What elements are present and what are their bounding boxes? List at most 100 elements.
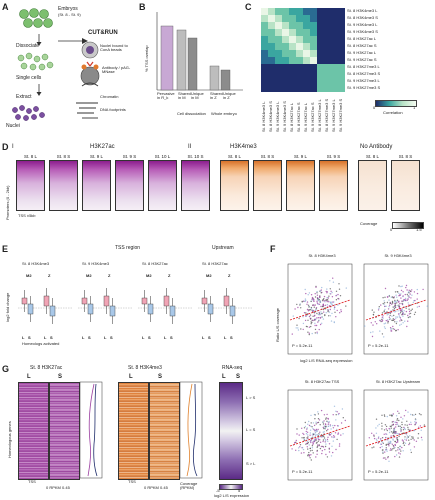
g-heat-27ac-l	[18, 382, 49, 480]
c-col-label: St. 8 H3K27ac S	[296, 102, 301, 132]
g-rna-scale-label: log2 L/S expression	[214, 493, 250, 498]
e-box	[147, 303, 154, 315]
nuclei-label: Nuclei	[6, 123, 20, 129]
e-group-title: St. 9 H3K4me3	[82, 261, 110, 266]
e-box	[163, 295, 170, 307]
corr-cell	[282, 15, 289, 22]
corr-cell	[324, 85, 331, 92]
c-col-label: St. 8 H3K27ac L	[289, 102, 294, 132]
g-l1: L	[27, 374, 31, 380]
e-mz-label: M2	[26, 273, 32, 278]
g-rpkm-left: 0 RPKM 0.45	[46, 485, 70, 490]
f-fit-line	[365, 299, 427, 321]
d-heatmap	[115, 160, 144, 211]
e-group-title: St. 8 H3K27ac	[202, 261, 228, 266]
corr-cell	[261, 22, 268, 29]
c-col-label: St. 9 H3K4me3 S	[282, 101, 287, 132]
d-heatmap-label: St. 8 S	[56, 154, 71, 159]
e-mz-label: Z	[168, 273, 171, 278]
g-s-gt-l: S > L	[246, 461, 256, 466]
d-heatmap	[82, 160, 111, 211]
e-ls-label: S	[208, 335, 211, 340]
d-heatmap	[391, 160, 420, 211]
panel-c-letter: C	[245, 2, 252, 12]
corr-cell	[338, 8, 345, 15]
corr-cell	[282, 50, 289, 57]
arrow-down-2	[36, 84, 42, 96]
corr-cell	[324, 57, 331, 64]
g-heat-4me3-s	[149, 382, 180, 480]
single-cells-label: Single cells	[16, 75, 42, 81]
f-fit-line	[365, 425, 427, 447]
e-ls-label: S	[28, 335, 31, 340]
corr-cell	[282, 78, 289, 85]
corr-cell	[317, 8, 324, 15]
d-coverage-bar	[392, 222, 424, 229]
corr-cell	[303, 50, 310, 57]
corr-cell	[310, 8, 317, 15]
corr-cell	[310, 43, 317, 50]
e-box	[223, 295, 230, 307]
corr-cell	[296, 85, 303, 92]
corr-cell	[331, 85, 338, 92]
corr-cell	[268, 71, 275, 78]
g-ylabel: Homeologous genes	[7, 421, 12, 458]
corr-cell	[303, 8, 310, 15]
e-box	[87, 303, 94, 315]
corr-cell	[324, 64, 331, 71]
corr-cell	[310, 78, 317, 85]
e-groups: St. 8 H3K4me3 M2 Z L S L S St. 9 H3K4me3 M2 Z L S L S…	[18, 256, 268, 352]
e-ls-label: L	[22, 335, 25, 340]
panel-e-letter: E	[2, 244, 9, 254]
b-group1: Cell dissociation	[177, 111, 206, 116]
g-s2: S	[158, 374, 163, 380]
corr-cell	[310, 50, 317, 57]
f-plot-title: St. 8 H3K4me3	[308, 253, 336, 258]
e-ls-label: S	[148, 335, 151, 340]
d-heatmap-label: St. 10 S	[187, 154, 204, 159]
c-row-label: St. 9 H3K27ac S	[347, 57, 377, 62]
corr-cell	[331, 57, 338, 64]
corr-cell	[317, 64, 324, 71]
corr-cell	[338, 15, 345, 22]
g-heat-4me3-l	[118, 382, 149, 480]
corr-cell	[317, 78, 324, 85]
corr-cell	[310, 57, 317, 64]
corr-cell	[331, 64, 338, 71]
corr-cell	[296, 36, 303, 43]
g-rnaseq-heat	[219, 382, 243, 480]
c-legend-bar	[375, 100, 417, 107]
corr-cell	[261, 64, 268, 71]
c-col-label: St. 9 H3K4me3 L	[275, 101, 280, 132]
c-row-label: St. 9 H3K27ac L	[347, 50, 377, 55]
f-scatter-plots: St. 8 H3K4me3 P = 5.2e-11 St. 9 H3K4me3 P =…	[284, 252, 434, 492]
b-xlabel-4: Unique in Z	[223, 91, 236, 101]
panel-g-letter: G	[2, 364, 10, 374]
e-ls-label: S	[110, 335, 113, 340]
e-boxplot	[18, 288, 72, 324]
corr-cell	[303, 15, 310, 22]
g-tss-mid: TSS	[128, 479, 136, 484]
corr-cell	[289, 78, 296, 85]
f-pvalue: P = 5.2e-11	[368, 343, 389, 348]
e-box	[169, 305, 176, 317]
d-ylabel: Promoters (0 - 2kb)	[5, 185, 10, 220]
corr-cell	[331, 71, 338, 78]
corr-cell	[303, 71, 310, 78]
corr-cell	[282, 29, 289, 36]
bar-pervasive	[160, 25, 174, 91]
g-s3: S	[236, 374, 241, 380]
e-boxplot	[198, 288, 252, 324]
corr-cell	[261, 15, 268, 22]
c-legend-min: 0	[373, 105, 376, 110]
c-col-label: St. 8 H3K27me3 L	[317, 99, 322, 132]
d-heatmap	[358, 160, 387, 211]
corr-cell	[261, 78, 268, 85]
f-plot-title: St. 9 H3K4me3	[384, 253, 412, 258]
corr-cell	[303, 29, 310, 36]
nuclei-illustration	[12, 105, 45, 121]
f-xlabel: log2 L/S RNA-seq expression	[300, 358, 353, 363]
stage-note: (St. 8 - St. 9)	[58, 12, 81, 17]
bead-illustration	[81, 41, 99, 59]
corr-cell	[296, 50, 303, 57]
